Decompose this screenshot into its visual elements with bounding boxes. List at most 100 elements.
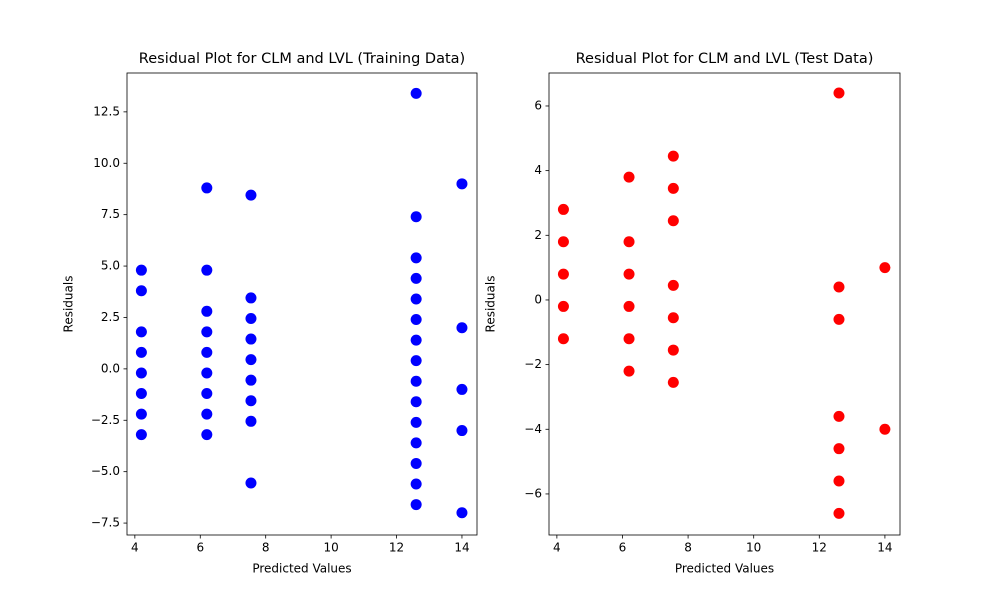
point [201,346,213,358]
point [201,429,213,441]
x-tick-label: 10 [746,541,761,555]
point [667,182,679,194]
point [410,416,422,428]
point [245,477,257,489]
point [833,410,845,422]
point [201,408,213,420]
point [557,268,569,280]
point [135,408,147,420]
point [456,507,468,519]
point [201,326,213,338]
y-tick-label: −6 [524,486,542,500]
y-tick-label: 2.5 [101,310,120,324]
point [410,334,422,346]
point [201,388,213,400]
x-tick-label: 10 [323,541,338,555]
x-tick-label: 4 [131,541,139,555]
point [833,87,845,99]
x-axis-label: Predicted Values [252,562,351,576]
point [245,354,257,366]
point [410,252,422,264]
point [410,375,422,387]
y-axis-label: Residuals [484,276,498,333]
point [557,333,569,345]
point [201,367,213,379]
point [135,326,147,338]
x-tick-label: 4 [553,541,561,555]
point [135,367,147,379]
y-tick-label: 7.5 [101,207,120,221]
chart-title: Residual Plot for CLM and LVL (Test Data… [576,51,874,67]
point [245,189,257,201]
point [456,425,468,437]
point [623,333,635,345]
point [623,268,635,280]
point [557,236,569,248]
point [410,437,422,449]
x-tick-label: 8 [684,541,692,555]
point [410,211,422,223]
y-tick-label: 0 [534,292,542,306]
point [410,499,422,511]
x-tick-label: 12 [812,541,827,555]
x-tick-label: 8 [262,541,270,555]
point [201,182,213,194]
point [410,314,422,326]
point [245,312,257,324]
point [833,507,845,519]
x-tick-label: 6 [619,541,627,555]
point [667,150,679,162]
point [833,443,845,455]
point [623,171,635,183]
chart-title: Residual Plot for CLM and LVL (Training … [139,51,465,67]
x-tick-label: 6 [196,541,204,555]
point [623,236,635,248]
axes-frame [548,72,901,536]
y-tick-label: 0.0 [101,361,120,375]
point [879,423,891,435]
point [410,293,422,305]
point [667,215,679,227]
point [667,312,679,324]
point [245,415,257,427]
y-tick-label: −5.0 [91,464,120,478]
point [245,374,257,386]
y-axis-label: Residuals [62,276,76,333]
point [410,272,422,284]
point [456,178,468,190]
point [135,264,147,276]
point [833,281,845,293]
point [201,264,213,276]
point [833,313,845,325]
y-tick-label: 12.5 [93,104,120,118]
point [456,322,468,334]
x-axis-label: Predicted Values [675,562,774,576]
point [557,203,569,215]
point [557,300,569,312]
point [623,300,635,312]
point [245,333,257,345]
point [667,344,679,356]
x-tick-label: 12 [389,541,404,555]
y-tick-label: 2 [534,228,542,242]
y-tick-label: 10.0 [93,156,120,170]
point [135,429,147,441]
point [245,292,257,304]
point [667,376,679,388]
point [201,305,213,317]
x-tick-label: 14 [454,541,469,555]
x-tick-label: 14 [877,541,892,555]
point [135,388,147,400]
y-tick-label: 6 [534,98,542,112]
point [667,279,679,291]
y-tick-label: 5.0 [101,259,120,273]
y-tick-label: −2 [524,357,542,371]
point [410,87,422,99]
y-tick-label: −2.5 [91,413,120,427]
point [623,365,635,377]
point [879,262,891,274]
point [135,285,147,297]
point [456,383,468,395]
